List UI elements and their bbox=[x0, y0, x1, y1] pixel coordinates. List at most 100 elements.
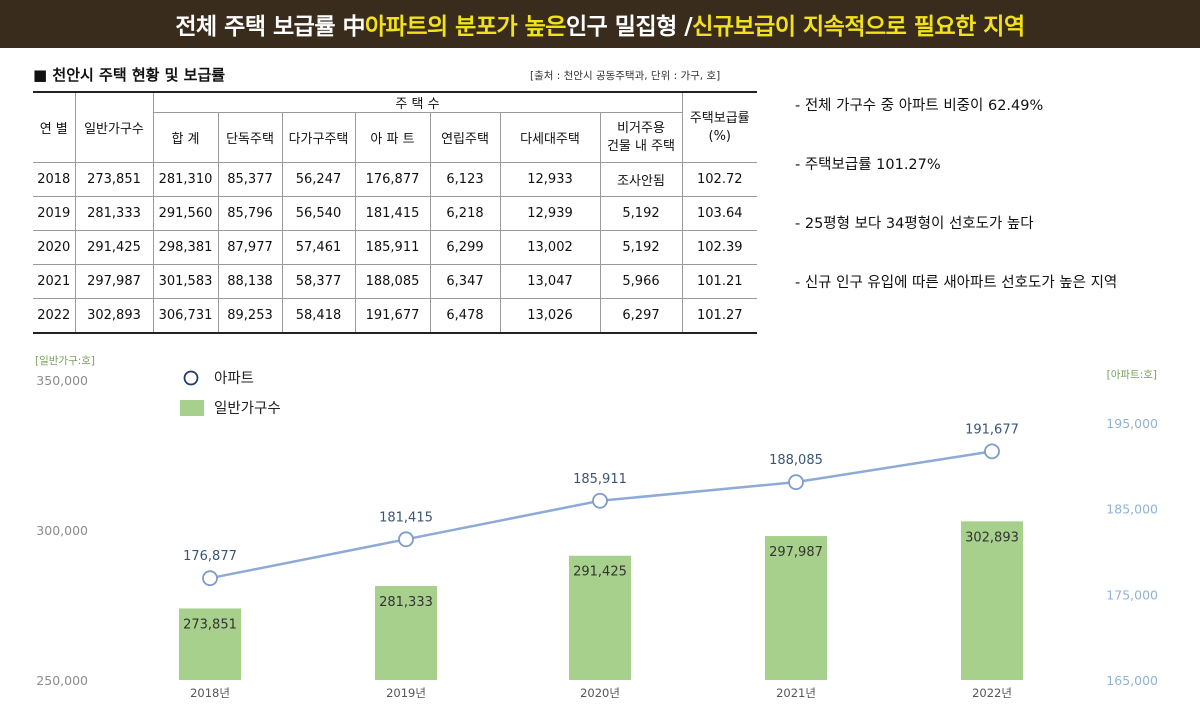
cell-supply-rate: 101.27 bbox=[681, 298, 757, 334]
households-bars: 273,851 281,333 291,425 297,987 302,893 bbox=[179, 521, 1023, 680]
apartment-point-label: 185,911 bbox=[573, 472, 627, 487]
apartment-point bbox=[592, 492, 608, 509]
x-axis-labels: 2018년 2019년 2020년 2021년 2022년 bbox=[190, 686, 1012, 700]
cell-multi-household: 58,377 bbox=[281, 264, 356, 299]
apartment-line-layer: 176,877 181,415 185,911 188,085 191,677 bbox=[183, 422, 1019, 587]
summary-bullets: - 전체 가구수 중 아파트 비중이 62.49% - 주택보급률 101.27… bbox=[795, 94, 1195, 330]
households-bar bbox=[179, 608, 241, 680]
headline-highlight-1: 아파트의 분포가 높은 bbox=[365, 14, 566, 40]
header-year: 연 별 bbox=[33, 91, 76, 163]
cell-households: 291,425 bbox=[74, 230, 154, 265]
cell-apartment: 185,911 bbox=[354, 230, 431, 265]
cell-row-house: 6,347 bbox=[429, 264, 501, 299]
cell-households: 302,893 bbox=[74, 298, 154, 334]
cell-households: 281,333 bbox=[74, 196, 154, 231]
headline-highlight-2: 신규보급이 지속적으로 필요한 지역 bbox=[692, 14, 1025, 40]
households-bar bbox=[765, 536, 827, 680]
households-bar-label: 273,851 bbox=[183, 617, 237, 632]
headline-part-2: 인구 밀집형 / bbox=[565, 14, 693, 40]
cell-detached: 87,977 bbox=[217, 230, 283, 265]
cell-apartment: 176,877 bbox=[354, 162, 431, 197]
cell-detached: 88,138 bbox=[217, 264, 283, 299]
header-multi-household: 다가구주택 bbox=[281, 112, 356, 163]
left-tick-label: 300,000 bbox=[36, 523, 88, 538]
cell-multiplex: 12,933 bbox=[499, 162, 601, 197]
cell-multiplex: 12,939 bbox=[499, 196, 601, 231]
cell-row-house: 6,299 bbox=[429, 230, 501, 265]
x-axis-label: 2020년 bbox=[580, 686, 620, 700]
apartment-point bbox=[202, 570, 218, 587]
table-source: [출처 : 천안시 공동주택과, 단위 : 가구, 호] bbox=[530, 70, 721, 82]
apartment-point-label: 188,085 bbox=[769, 453, 823, 468]
cell-multi-household: 56,540 bbox=[281, 196, 356, 231]
cell-total: 306,731 bbox=[152, 298, 219, 334]
cell-year: 2018 bbox=[33, 162, 76, 197]
cell-multi-household: 57,461 bbox=[281, 230, 356, 265]
households-bar bbox=[569, 555, 631, 680]
bullet-unit-preference: - 25평형 보다 34평형이 선호도가 높다 bbox=[795, 216, 1034, 232]
header-households: 일반가구수 bbox=[74, 91, 154, 163]
bullet-apartment-share: - 전체 가구수 중 아파트 비중이 62.49% bbox=[795, 98, 1044, 114]
cell-nonresidential: 조사안됨 bbox=[599, 162, 683, 197]
header-nonresidential-line2: 건물 내 주택 bbox=[606, 138, 676, 154]
x-axis-label: 2019년 bbox=[386, 686, 426, 700]
table-row: 2020 291,425 298,381 87,977 57,461 185,911 6,2… bbox=[33, 230, 757, 265]
table-row: 2018 273,851 281,310 85,377 56,247 176,877 6,1… bbox=[33, 162, 757, 197]
apartment-point-label: 191,677 bbox=[965, 422, 1019, 437]
bullet-supply-rate: - 주택보급률 101.27% bbox=[795, 157, 941, 173]
households-bar bbox=[375, 586, 437, 680]
cell-nonresidential: 5,192 bbox=[599, 230, 683, 265]
cell-row-house: 6,478 bbox=[429, 298, 501, 334]
cell-nonresidential: 5,966 bbox=[599, 264, 683, 299]
apartment-point bbox=[984, 443, 1000, 460]
headline-part-1: 전체 주택 보급률 中 bbox=[175, 14, 366, 40]
cell-households: 273,851 bbox=[74, 162, 154, 197]
apartment-point-label: 181,415 bbox=[379, 510, 433, 525]
cell-year: 2021 bbox=[33, 264, 76, 299]
cell-households: 297,987 bbox=[74, 264, 154, 299]
headline-banner: 전체 주택 보급률 中 아파트의 분포가 높은 인구 밀집형 / 신규보급이 지… bbox=[0, 0, 1200, 48]
apartment-point-label: 176,877 bbox=[183, 549, 237, 564]
header-row-house: 연립주택 bbox=[429, 112, 501, 163]
households-bar-label: 291,425 bbox=[573, 565, 627, 580]
households-bar-label: 297,987 bbox=[769, 545, 823, 560]
cell-year: 2020 bbox=[33, 230, 76, 265]
cell-year: 2019 bbox=[33, 196, 76, 231]
table-row: 2019 281,333 291,560 85,796 56,540 181,415 6,2… bbox=[33, 196, 757, 231]
legend: 아파트 일반가구수 bbox=[180, 370, 281, 417]
right-tick-label: 175,000 bbox=[1106, 587, 1158, 602]
left-axis-ticks: 250,000 300,000 350,000 bbox=[36, 373, 88, 688]
cell-supply-rate: 103.64 bbox=[681, 196, 757, 231]
cell-detached: 89,253 bbox=[217, 298, 283, 334]
cell-nonresidential: 5,192 bbox=[599, 196, 683, 231]
cell-apartment: 191,677 bbox=[354, 298, 431, 334]
cell-year: 2022 bbox=[33, 298, 76, 334]
cell-apartment: 181,415 bbox=[354, 196, 431, 231]
cell-nonresidential: 6,297 bbox=[599, 298, 683, 334]
legend-households-label: 일반가구수 bbox=[214, 400, 281, 417]
legend-apartment-marker-icon bbox=[183, 370, 199, 386]
left-axis-unit: [일반가구:호] bbox=[35, 354, 95, 367]
x-axis-label: 2018년 bbox=[190, 686, 230, 700]
cell-detached: 85,796 bbox=[217, 196, 283, 231]
left-tick-label: 250,000 bbox=[36, 673, 88, 688]
x-axis-label: 2022년 bbox=[972, 686, 1012, 700]
cell-supply-rate: 101.21 bbox=[681, 264, 757, 299]
households-bar-label: 281,333 bbox=[379, 595, 433, 610]
right-tick-label: 185,000 bbox=[1106, 502, 1158, 517]
table-title: ■ 천안시 주택 현황 및 보급률 bbox=[33, 66, 226, 84]
header-housing-count: 주 택 수 bbox=[152, 91, 683, 113]
right-axis-ticks: 165,000 175,000 185,000 195,000 bbox=[1106, 416, 1158, 688]
cell-row-house: 6,218 bbox=[429, 196, 501, 231]
header-multiplex: 다세대주택 bbox=[499, 112, 601, 163]
cell-supply-rate: 102.72 bbox=[681, 162, 757, 197]
header-detached: 단독주택 bbox=[217, 112, 283, 163]
header-supply-rate: 주택보급률 (%) bbox=[681, 91, 757, 163]
cell-total: 301,583 bbox=[152, 264, 219, 299]
header-total: 합 계 bbox=[153, 112, 219, 163]
header-apartment: 아 파 트 bbox=[354, 112, 431, 163]
cell-row-house: 6,123 bbox=[429, 162, 501, 197]
cell-multiplex: 13,002 bbox=[499, 230, 601, 265]
apartment-point bbox=[788, 474, 804, 491]
legend-households-swatch bbox=[180, 400, 204, 416]
